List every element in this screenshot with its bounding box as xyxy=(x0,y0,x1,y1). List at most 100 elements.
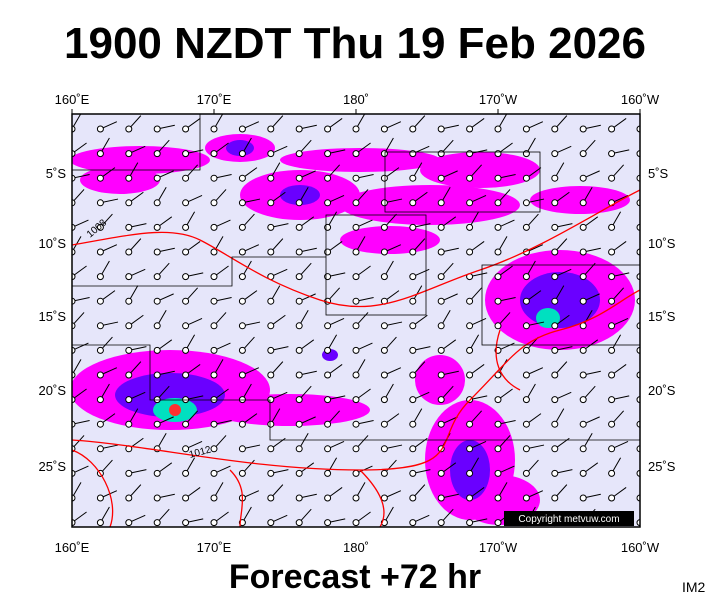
station xyxy=(380,174,388,182)
station xyxy=(352,396,360,404)
station xyxy=(380,371,388,379)
copyright: Copyright metvuw.com xyxy=(518,514,619,525)
barb xyxy=(639,521,640,523)
station xyxy=(466,223,474,231)
station xyxy=(295,297,303,305)
station xyxy=(380,273,388,281)
image-id: IM2 xyxy=(682,579,706,595)
station xyxy=(494,248,502,256)
station xyxy=(579,396,587,404)
lat-label: 5˚S xyxy=(46,166,67,181)
barb xyxy=(639,373,640,375)
station xyxy=(608,371,616,379)
station xyxy=(324,371,332,379)
station xyxy=(210,420,218,428)
station xyxy=(267,199,275,207)
station xyxy=(153,223,161,231)
station xyxy=(210,469,218,477)
station xyxy=(352,125,360,133)
station xyxy=(210,371,218,379)
station xyxy=(182,445,190,453)
barb xyxy=(639,128,640,129)
station xyxy=(380,346,388,354)
station xyxy=(437,125,445,133)
station xyxy=(96,150,104,158)
station xyxy=(608,346,616,354)
station xyxy=(125,297,133,305)
lon-label: 170˚W xyxy=(479,92,518,107)
isobars xyxy=(72,189,640,527)
station xyxy=(324,322,332,330)
lat-label: 25˚S xyxy=(648,459,676,474)
station xyxy=(380,248,388,256)
station xyxy=(409,371,417,379)
station xyxy=(608,223,616,231)
station xyxy=(551,445,559,453)
station xyxy=(551,297,559,305)
station xyxy=(96,297,104,305)
barb xyxy=(639,300,640,302)
station xyxy=(182,150,190,158)
station xyxy=(352,322,360,330)
station xyxy=(153,125,161,133)
station xyxy=(352,371,360,379)
station xyxy=(579,248,587,256)
station xyxy=(437,150,445,158)
station xyxy=(437,199,445,207)
station xyxy=(551,322,559,330)
station xyxy=(295,125,303,133)
station xyxy=(324,248,332,256)
station xyxy=(466,174,474,182)
station xyxy=(380,396,388,404)
station xyxy=(210,248,218,256)
station xyxy=(295,420,303,428)
station xyxy=(210,297,218,305)
station xyxy=(409,174,417,182)
station xyxy=(522,125,530,133)
station xyxy=(380,420,388,428)
station xyxy=(210,322,218,330)
station xyxy=(551,346,559,354)
station xyxy=(409,322,417,330)
station xyxy=(409,248,417,256)
station xyxy=(125,125,133,133)
station xyxy=(267,519,275,527)
station xyxy=(267,248,275,256)
station xyxy=(210,519,218,527)
station xyxy=(153,150,161,158)
boundaries xyxy=(71,113,641,441)
station xyxy=(608,396,616,404)
station xyxy=(125,174,133,182)
station xyxy=(96,322,104,330)
station xyxy=(466,371,474,379)
station xyxy=(494,445,502,453)
station xyxy=(579,445,587,453)
station xyxy=(295,322,303,330)
station xyxy=(96,519,104,527)
station xyxy=(324,125,332,133)
station xyxy=(153,273,161,281)
station xyxy=(579,469,587,477)
lat-label: 10˚S xyxy=(39,236,67,251)
station xyxy=(409,469,417,477)
station xyxy=(466,322,474,330)
station xyxy=(494,396,502,404)
station xyxy=(466,420,474,428)
station xyxy=(352,346,360,354)
station xyxy=(210,199,218,207)
station xyxy=(238,199,246,207)
station xyxy=(96,494,104,502)
station xyxy=(494,371,502,379)
station xyxy=(466,150,474,158)
station xyxy=(437,346,445,354)
station xyxy=(324,494,332,502)
station xyxy=(551,248,559,256)
station xyxy=(182,223,190,231)
station xyxy=(324,199,332,207)
axis-labels: 160˚E 160˚E 170˚E 170˚E 180˚ 180˚ 170˚W 170˚W 16… xyxy=(39,92,676,555)
station xyxy=(522,494,530,502)
station xyxy=(238,371,246,379)
station xyxy=(380,125,388,133)
station xyxy=(238,150,246,158)
station xyxy=(238,469,246,477)
